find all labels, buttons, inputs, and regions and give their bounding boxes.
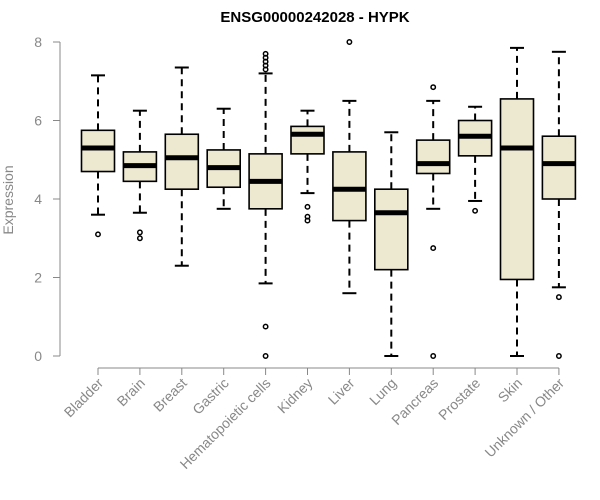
y-tick-label: 6 (34, 113, 42, 129)
iqr-box (373, 188, 409, 271)
iqr-box (415, 139, 451, 175)
x-tick-label: Kidney (274, 375, 316, 417)
box-2 (122, 109, 158, 242)
outlier-point (136, 235, 143, 242)
x-tick-label: Unknown / Other (481, 375, 567, 461)
x-tick-label: Skin (495, 375, 526, 406)
iqr-box (499, 98, 535, 281)
iqr-box (164, 133, 200, 190)
x-tick-label: Bladder (61, 375, 107, 421)
outlier-point (346, 39, 353, 45)
y-tick-label: 0 (34, 348, 42, 364)
outlier-point (262, 323, 269, 330)
box-11 (499, 46, 535, 357)
box-8 (373, 131, 409, 357)
outlier-point (555, 353, 562, 359)
y-axis-label: Expression (0, 165, 16, 234)
y-tick-label: 4 (34, 191, 42, 207)
outlier-point (555, 294, 562, 301)
outlier-point (304, 203, 311, 210)
box-6 (290, 109, 325, 224)
y-tick-label: 8 (34, 34, 42, 50)
iqr-box (290, 125, 325, 155)
x-tick-label: Prostate (435, 375, 483, 423)
outlier-point (262, 66, 269, 73)
x-tick-label: Breast (150, 375, 190, 415)
y-axis: 0 2 4 6 8 (34, 34, 61, 364)
outlier-point (262, 353, 269, 359)
outlier-point (430, 353, 437, 359)
box-3 (164, 66, 200, 267)
outlier-point (136, 229, 143, 236)
x-tick-label: Lung (366, 375, 399, 408)
x-tick-label: Pancreas (388, 375, 441, 428)
box-5 (248, 50, 283, 359)
iqr-box (541, 135, 577, 200)
chart-title: ENSG00000242028 - HYPK (220, 9, 409, 26)
outlier-point (430, 84, 437, 91)
box-1 (80, 74, 116, 238)
y-tick-label: 2 (34, 270, 42, 286)
outlier-point (304, 217, 311, 224)
box-10 (457, 105, 493, 214)
outlier-point (430, 245, 437, 252)
x-tick-label: Brain (114, 375, 148, 409)
outlier-point (95, 231, 101, 238)
plot-area (80, 39, 577, 359)
iqr-box (80, 129, 116, 173)
box-9 (415, 84, 451, 359)
box-7 (332, 39, 367, 295)
outlier-point (472, 207, 479, 214)
x-tick-label: Liver (325, 375, 358, 408)
box-4 (206, 107, 241, 210)
box-12 (541, 50, 577, 359)
iqr-box (332, 151, 367, 222)
